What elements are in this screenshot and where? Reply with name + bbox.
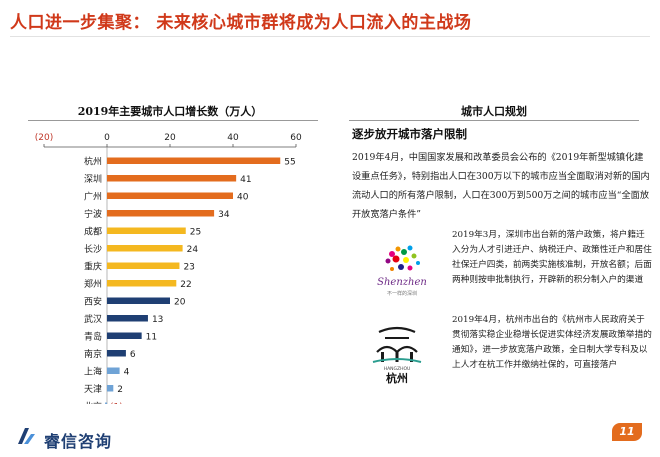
data-label: 34 bbox=[218, 210, 230, 220]
bar-2 bbox=[107, 192, 233, 199]
chart-title-divider bbox=[28, 120, 318, 121]
policy-paragraph-shenzhen: 2019年3月，深圳市出台新的落户政策，将户籍迁入分为人才引进迁户、纳税迁户、政… bbox=[452, 230, 652, 285]
bar-5 bbox=[107, 245, 183, 252]
category-label: 上海 bbox=[84, 365, 102, 377]
hangzhou-logo-text: 杭州 bbox=[386, 371, 408, 384]
title-divider bbox=[10, 36, 650, 37]
category-label: 南京 bbox=[84, 348, 102, 360]
x-tick-label: 60 bbox=[290, 133, 302, 143]
bar-4 bbox=[107, 227, 186, 234]
bar-12 bbox=[107, 367, 120, 374]
bar-10 bbox=[107, 332, 142, 339]
category-label: 武汉 bbox=[84, 313, 102, 325]
data-label: 25 bbox=[190, 227, 201, 237]
shenzhen-logo-text: Shenzhen bbox=[377, 277, 427, 288]
chart-title: 2019年主要城市人口增长数（万人） bbox=[77, 105, 263, 118]
shenzhen-logo-caption: 不一样的深圳 bbox=[387, 290, 417, 297]
bar-0 bbox=[107, 157, 281, 164]
bar-11 bbox=[107, 350, 126, 357]
x-tick-label: 0 bbox=[104, 133, 110, 143]
bar-8 bbox=[107, 297, 170, 304]
category-label: 宁波 bbox=[84, 208, 102, 220]
shenzhen-logo: Shenzhen 不一样的深圳 bbox=[362, 240, 442, 300]
bar-3 bbox=[107, 210, 215, 217]
category-label: 成都 bbox=[84, 225, 102, 237]
data-label: 6 bbox=[130, 350, 136, 360]
data-label: 20 bbox=[174, 297, 186, 307]
hangzhou-logo: HANGZHOU 杭州 bbox=[357, 322, 437, 385]
category-label: 长沙 bbox=[84, 243, 102, 255]
x-tick-label: 40 bbox=[227, 133, 239, 143]
data-label: 55 bbox=[284, 157, 295, 167]
category-label: 天津 bbox=[84, 384, 102, 395]
company-logo bbox=[12, 424, 142, 450]
category-label: 重庆 bbox=[84, 260, 102, 272]
page-title: 人口进一步集聚： 未来核心城市群将成为人口流入的主战场 bbox=[10, 13, 472, 33]
category-label: 杭州 bbox=[84, 155, 102, 167]
bar-7 bbox=[107, 280, 177, 287]
population-growth-chart: (20) 0 20 40 60 杭州 55 深圳 41 广州 40 宁波 34 成都 25 长沙 24 重庆 23 郑… bbox=[35, 133, 302, 404]
company-name: 睿信咨询 bbox=[44, 432, 113, 451]
right-panel-title: 城市人口规划 bbox=[461, 105, 527, 118]
bar-14 bbox=[105, 402, 107, 404]
data-label: 4 bbox=[124, 367, 130, 377]
data-label: 2 bbox=[117, 385, 123, 395]
data-label: 13 bbox=[152, 315, 163, 325]
category-label: 北京 bbox=[84, 400, 102, 404]
right-panel-divider bbox=[349, 120, 639, 121]
category-label: 西安 bbox=[84, 295, 102, 307]
bar-6 bbox=[107, 262, 180, 269]
bar-1 bbox=[107, 175, 237, 182]
policy-paragraph-national: 2019年4月，中国国家发展和改革委员会公布的《2019年新型城镇化建设重点任务… bbox=[352, 152, 650, 220]
data-label: 23 bbox=[183, 262, 194, 272]
x-tick-label: (20) bbox=[35, 133, 53, 143]
category-label: 广州 bbox=[84, 190, 102, 202]
data-label: 24 bbox=[187, 245, 199, 255]
right-panel-subheading: 逐步放开城市落户限制 bbox=[352, 127, 467, 141]
category-label: 青岛 bbox=[84, 330, 102, 342]
page-number: 11 bbox=[612, 423, 642, 441]
data-label: 11 bbox=[146, 332, 157, 342]
data-label: 22 bbox=[180, 280, 191, 290]
company-logo-icon bbox=[18, 428, 35, 444]
bar-13 bbox=[107, 385, 114, 392]
shenzhen-logo-mark: Shenzhen 不一样的深圳 bbox=[377, 245, 427, 297]
data-label: (1) bbox=[110, 402, 123, 404]
category-label: 郑州 bbox=[84, 278, 102, 290]
category-label: 深圳 bbox=[84, 174, 102, 185]
data-label: 41 bbox=[240, 175, 251, 185]
hangzhou-logo-mark: HANGZHOU 杭州 bbox=[372, 326, 422, 385]
x-tick-label: 20 bbox=[164, 133, 176, 143]
hangzhou-logo-en: HANGZHOU bbox=[384, 366, 411, 372]
policy-paragraph-hangzhou: 2019年4月，杭州市出台的《杭州市人民政府关于贯彻落实稳企业稳增长促进实体经济… bbox=[452, 315, 652, 370]
data-label: 40 bbox=[237, 192, 249, 202]
bar-9 bbox=[107, 315, 148, 322]
